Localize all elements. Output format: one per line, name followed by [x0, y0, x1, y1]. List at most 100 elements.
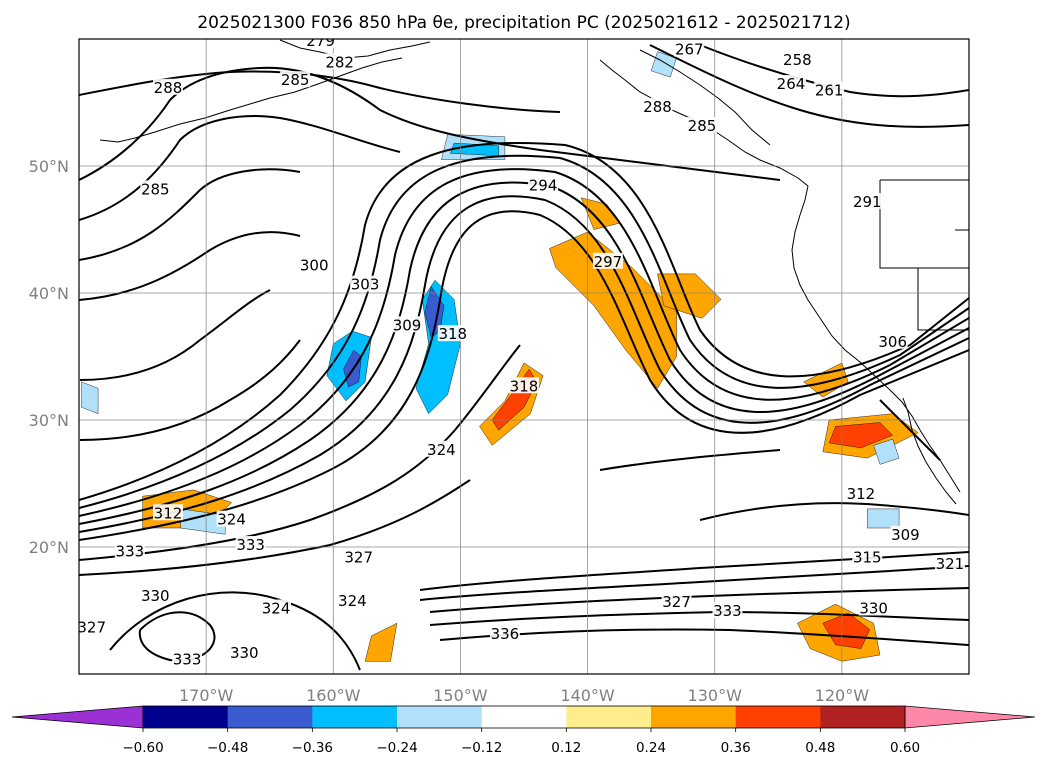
- contour-label: 288: [153, 78, 183, 97]
- contour-label: 279: [305, 39, 336, 50]
- contour-label: 318: [437, 325, 468, 343]
- svg-text:315: 315: [853, 549, 882, 567]
- svg-text:294: 294: [529, 177, 558, 195]
- colorbar-segment: [397, 706, 483, 728]
- contour-label: 297: [592, 252, 623, 271]
- contour-label: 324: [216, 511, 247, 529]
- colorbar-tick-label: 0.60: [890, 740, 920, 756]
- svg-text:291: 291: [853, 193, 882, 211]
- map-background: [79, 39, 969, 674]
- colorbar-tick-label: −0.36: [292, 740, 333, 756]
- svg-text:297: 297: [594, 253, 623, 271]
- colorbar-tick-label: 0.36: [721, 740, 751, 756]
- contour-label: 285: [280, 71, 311, 89]
- contour-label: 330: [229, 643, 260, 662]
- colorbar-extend-high: [904, 705, 1036, 729]
- svg-text:324: 324: [338, 592, 367, 610]
- contour-label: 261: [814, 81, 845, 99]
- contour-label: 333: [114, 542, 145, 560]
- svg-text:330: 330: [141, 587, 170, 605]
- contour-label: 309: [392, 316, 423, 334]
- colorbar-segment: [566, 706, 652, 728]
- precip-region: [81, 381, 99, 414]
- svg-text:288: 288: [154, 79, 183, 97]
- theta-e-contours: [79, 44, 969, 671]
- precipitation-pc-shading: [81, 51, 919, 662]
- contour-label: 333: [172, 650, 203, 668]
- contour-label: 285: [140, 180, 171, 198]
- colorbar-tick-label: 0.48: [805, 740, 835, 756]
- contour-label: 303: [350, 275, 381, 294]
- colorbar: −0.60 −0.48 −0.36 −0.24 −0.12 0.12 0.24 0.36 0.4…: [11, 705, 1036, 756]
- contour-label: 294: [528, 176, 559, 195]
- precip-region: [657, 273, 722, 319]
- x-tick-label: 170°W: [179, 686, 234, 705]
- colorbar-segment: [735, 706, 821, 728]
- x-tick-label: 140°W: [560, 686, 615, 705]
- contour-label: 288: [642, 97, 673, 116]
- svg-text:333: 333: [236, 536, 265, 554]
- colorbar-tick-label: −0.48: [207, 740, 248, 756]
- contour-label: 300: [299, 256, 330, 275]
- map-plot-area: 294 297 300 303 309 318 285 288 282 279 285 258 267 2…: [77, 39, 969, 674]
- contour-label: 330: [858, 599, 889, 618]
- contour-label: 318: [509, 377, 539, 395]
- precip-region: [364, 622, 398, 662]
- x-tick-label: 120°W: [815, 686, 870, 705]
- svg-text:327: 327: [662, 593, 691, 611]
- svg-text:267: 267: [675, 41, 704, 59]
- svg-text:318: 318: [438, 325, 467, 343]
- contour-label: 309: [890, 525, 921, 544]
- graticule: [79, 39, 969, 674]
- svg-text:285: 285: [688, 117, 717, 135]
- contour-label: 267: [674, 40, 705, 59]
- contour-labels: 294 297 300 303 309 318 285 288 282 279 285 258 267 2…: [77, 39, 965, 668]
- svg-text:324: 324: [427, 441, 456, 459]
- svg-text:288: 288: [643, 98, 672, 116]
- colorbar-tick-label: −0.12: [461, 740, 502, 756]
- map-frame: [78, 38, 970, 675]
- colorbar-segment: [143, 706, 229, 728]
- colorbar-frame: [142, 705, 906, 729]
- contour-label: 321: [934, 555, 965, 573]
- contour-label: 306: [877, 332, 908, 351]
- svg-text:318: 318: [510, 377, 539, 395]
- svg-text:261: 261: [815, 81, 844, 99]
- svg-text:285: 285: [281, 71, 310, 89]
- svg-text:306: 306: [878, 333, 907, 351]
- contour-label: 336: [489, 624, 520, 643]
- contour-label: 264: [776, 74, 806, 93]
- colorbar-segment: [227, 706, 313, 728]
- y-tick-label: 50°N: [29, 157, 69, 176]
- contour-label: 333: [235, 536, 266, 554]
- contour-label: 315: [852, 548, 883, 567]
- svg-text:282: 282: [325, 53, 354, 71]
- svg-text:309: 309: [393, 316, 422, 334]
- precip-region: [828, 422, 894, 449]
- svg-text:333: 333: [173, 650, 202, 668]
- svg-text:330: 330: [230, 644, 259, 662]
- svg-text:258: 258: [783, 51, 812, 69]
- contour-label: 291: [852, 193, 883, 211]
- contour-label: 327: [343, 548, 374, 567]
- contour-label: 312: [153, 504, 183, 522]
- y-tick-label: 20°N: [29, 538, 69, 557]
- contour-label: 324: [261, 599, 292, 618]
- svg-text:336: 336: [491, 625, 520, 643]
- colorbar-tick-label: −0.60: [122, 740, 163, 756]
- precip-region: [873, 438, 900, 465]
- svg-text:321: 321: [936, 555, 965, 573]
- contour-label: 330: [140, 586, 171, 605]
- colorbar-tick-label: −0.24: [376, 740, 417, 756]
- svg-text:312: 312: [847, 485, 876, 503]
- svg-text:333: 333: [713, 602, 742, 620]
- colorbar-extend-low: [11, 705, 144, 729]
- precip-region: [549, 231, 677, 389]
- svg-text:285: 285: [141, 180, 170, 198]
- svg-text:327: 327: [77, 619, 106, 637]
- contour-label: 285: [687, 117, 717, 135]
- x-tick-label: 150°W: [433, 686, 488, 705]
- colorbar-tick-label: 0.24: [636, 740, 666, 756]
- contour-label: 258: [782, 50, 813, 69]
- contour-label: 312: [845, 485, 876, 503]
